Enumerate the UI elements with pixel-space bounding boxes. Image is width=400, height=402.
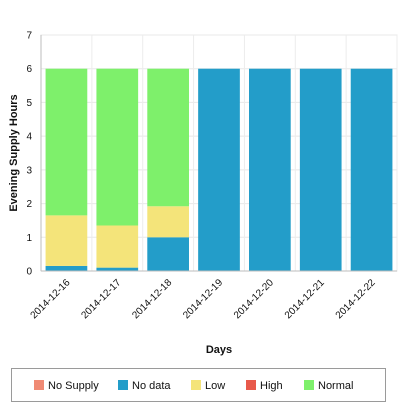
y-tick-label: 6: [26, 64, 32, 75]
x-axis-title: Days: [206, 344, 232, 356]
x-tick-label: 2014-12-19: [181, 277, 225, 321]
legend-item-normal[interactable]: Normal: [304, 380, 353, 392]
legend-label: High: [260, 380, 283, 392]
y-tick-label: 3: [26, 165, 32, 176]
x-tick-label: 2014-12-17: [79, 277, 123, 321]
y-tick-label: 1: [26, 233, 32, 244]
y-tick-label: 4: [26, 132, 32, 143]
legend: No Supply No data Low High Normal: [11, 368, 386, 402]
legend-item-no-data[interactable]: No data: [118, 380, 171, 392]
x-tick-label: 2014-12-22: [334, 277, 378, 321]
legend-label: Normal: [318, 380, 354, 392]
x-tick-label: 2014-12-20: [232, 277, 276, 321]
y-tick-label: 7: [26, 31, 32, 42]
legend-item-high[interactable]: High: [246, 380, 283, 392]
bar-segment[interactable]: [96, 68, 139, 226]
bar-segment[interactable]: [147, 206, 189, 238]
bar-segment[interactable]: [45, 215, 88, 266]
bar-segment[interactable]: [299, 68, 342, 271]
legend-swatch-low: [191, 380, 201, 390]
bar-segment[interactable]: [147, 68, 189, 207]
y-tick-label: 2: [26, 199, 32, 210]
x-tick-label: 2014-12-18: [130, 277, 174, 321]
legend-swatch-normal: [304, 380, 314, 390]
legend-label: No Supply: [48, 380, 99, 392]
legend-label: Low: [205, 380, 226, 392]
bar-segment[interactable]: [350, 68, 393, 271]
y-tick-label: 0: [26, 267, 32, 278]
y-axis-title: Evening Supply Hours: [8, 94, 20, 211]
legend-swatch-no-supply: [34, 380, 44, 390]
bar-segment[interactable]: [198, 68, 240, 271]
y-tick-label: 5: [26, 98, 32, 109]
bar-segment[interactable]: [249, 68, 291, 271]
bar-segment[interactable]: [96, 267, 139, 271]
legend-label: No data: [132, 380, 171, 392]
legend-swatch-high: [246, 380, 256, 390]
legend-item-no-supply[interactable]: No Supply: [34, 380, 99, 392]
x-tick-label: 2014-12-16: [29, 277, 73, 321]
x-tick-label: 2014-12-21: [283, 277, 327, 321]
bar-segment[interactable]: [45, 265, 88, 271]
legend-swatch-no-data: [118, 380, 128, 390]
bar-segment[interactable]: [147, 237, 189, 271]
bar-segment[interactable]: [45, 68, 88, 216]
legend-item-low[interactable]: Low: [191, 380, 225, 392]
bar-segment[interactable]: [96, 225, 139, 268]
